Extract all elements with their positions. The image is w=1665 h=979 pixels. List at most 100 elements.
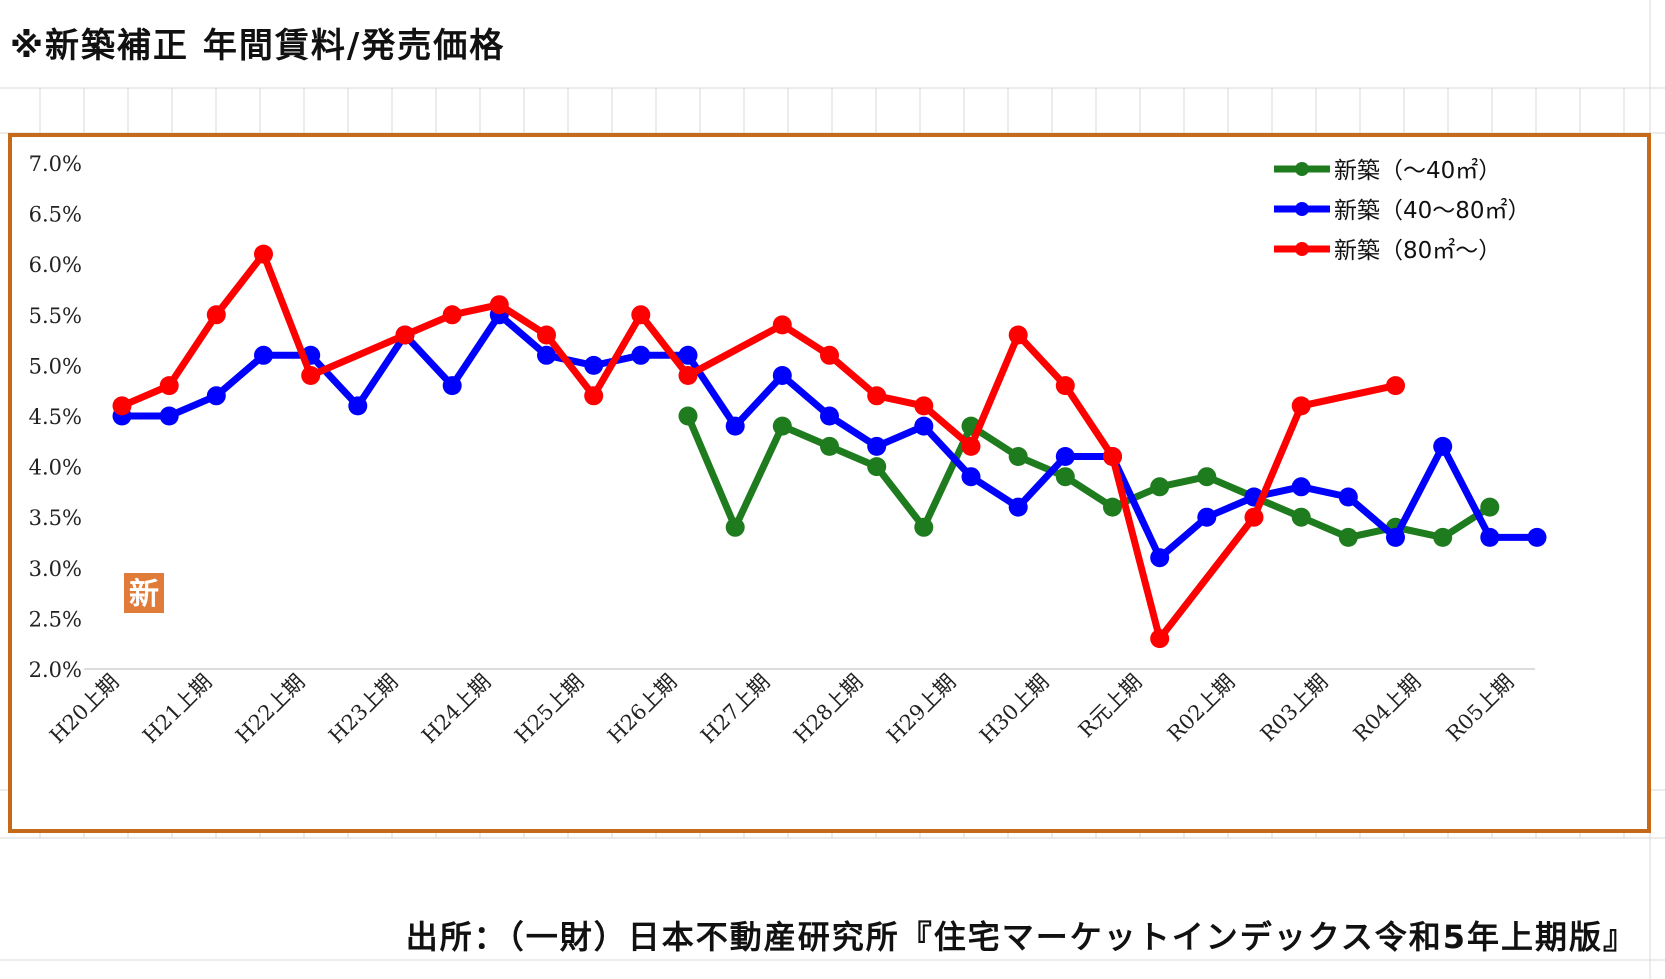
y-tick-label: 6.0% — [29, 253, 82, 277]
page-title: ※新築補正 年間賃料/発売価格 — [10, 18, 512, 67]
legend-marker — [1295, 202, 1309, 216]
legend-item: 新築（40〜80㎡） — [1274, 198, 1531, 224]
x-tick-label: H30上期 — [975, 670, 1054, 749]
data-point — [772, 315, 792, 335]
line-chart: 7.0% 6.5% 6.0% 5.5% 5.0% 4.5% 4.0% 3.5% 3.0% 2.5%… — [29, 152, 1547, 749]
data-point — [725, 517, 745, 537]
legend-label: 新築（〜40㎡） — [1334, 158, 1501, 184]
x-tick-label: H24上期 — [417, 670, 496, 749]
data-point — [442, 305, 462, 325]
data-point — [1197, 467, 1217, 487]
data-point — [301, 366, 321, 385]
x-tick-label: R元上期 — [1074, 670, 1147, 743]
data-point — [1197, 507, 1217, 527]
legend-marker — [1295, 162, 1309, 176]
data-point — [1103, 497, 1122, 517]
data-point — [820, 406, 839, 426]
data-point — [725, 416, 745, 436]
data-point — [867, 386, 887, 406]
y-tick-label: 4.0% — [29, 456, 82, 480]
data-point — [1433, 436, 1453, 456]
x-tick-label: H26上期 — [603, 670, 682, 749]
chart-frame: 7.0% 6.5% 6.0% 5.5% 5.0% 4.5% 4.0% 3.5% 3.0% 2.5%… — [8, 133, 1651, 833]
data-point — [442, 376, 462, 396]
data-point — [1480, 527, 1500, 547]
y-tick-label: 4.5% — [29, 405, 82, 429]
data-point — [159, 376, 179, 396]
data-point — [1150, 629, 1170, 649]
y-tick-label: 6.5% — [29, 203, 82, 227]
data-point — [678, 366, 698, 385]
data-point — [772, 366, 792, 385]
data-point — [820, 436, 839, 456]
data-point — [1008, 497, 1028, 517]
data-point — [206, 305, 226, 325]
y-tick-label: 2.5% — [29, 607, 82, 631]
data-point — [772, 416, 792, 436]
data-point — [914, 416, 934, 436]
y-tick-label: 3.0% — [29, 557, 82, 581]
series-1 — [678, 406, 1500, 547]
stamp-background — [124, 573, 164, 613]
data-point — [1291, 396, 1311, 416]
data-point — [1055, 376, 1075, 396]
x-tick-label: R05上期 — [1442, 670, 1519, 747]
legend-item: 新築（〜40㎡） — [1274, 158, 1501, 184]
source-citation: 出所：（一財）日本不動産研究所『住宅マーケットインデックス令和5年上期版』 — [399, 912, 1637, 958]
data-point — [1055, 467, 1075, 487]
stamp-icon: 新 — [124, 573, 164, 613]
data-point — [1150, 548, 1170, 568]
series-2 — [112, 305, 1547, 568]
data-point — [1150, 477, 1170, 497]
data-point — [631, 305, 651, 325]
data-point — [1055, 447, 1075, 466]
data-point — [961, 436, 981, 456]
data-point — [1338, 487, 1358, 507]
data-point — [348, 396, 368, 416]
data-point — [254, 244, 273, 264]
data-point — [1244, 507, 1264, 527]
data-point — [584, 355, 604, 375]
data-point — [1433, 527, 1453, 547]
data-point — [112, 396, 132, 416]
data-point — [914, 396, 934, 416]
x-tick-label: H23上期 — [324, 670, 403, 749]
data-point — [1008, 325, 1028, 345]
data-point — [537, 325, 556, 345]
x-tick-label: H25上期 — [510, 670, 589, 749]
data-point — [867, 436, 887, 456]
y-tick-label: 2.0% — [29, 658, 82, 682]
data-point — [159, 406, 179, 426]
data-point — [1480, 497, 1500, 517]
data-point — [678, 406, 698, 426]
legend-label: 新築（80㎡〜） — [1334, 238, 1501, 264]
data-point — [1386, 376, 1405, 396]
series-line — [120, 250, 1397, 643]
data-point — [1291, 477, 1311, 497]
series-3 — [112, 244, 1405, 649]
data-point — [206, 386, 226, 406]
x-tick-label: R04上期 — [1349, 670, 1426, 747]
x-tick-label: H27上期 — [696, 670, 775, 749]
data-point — [1103, 447, 1122, 466]
legend-label: 新築（40〜80㎡） — [1334, 198, 1531, 224]
data-point — [961, 467, 981, 487]
x-tick-label: H28上期 — [789, 670, 868, 749]
x-tick-label: R03上期 — [1256, 670, 1333, 747]
data-point — [1291, 507, 1311, 527]
y-tick-label: 7.0% — [29, 152, 82, 176]
y-tick-label: 5.5% — [29, 304, 82, 328]
x-tick-label: H29上期 — [882, 670, 961, 749]
legend-item: 新築（80㎡〜） — [1274, 238, 1501, 264]
data-point — [537, 345, 556, 365]
data-point — [820, 345, 839, 365]
data-point — [631, 345, 651, 365]
data-point — [1527, 527, 1547, 547]
data-point — [914, 517, 934, 537]
stamp-glyph: 新 — [129, 577, 159, 612]
data-point — [678, 345, 698, 365]
x-tick-label: H22上期 — [231, 670, 310, 749]
y-tick-label: 5.0% — [29, 354, 82, 378]
x-tick-label: R02上期 — [1163, 670, 1240, 747]
y-tick-label: 3.5% — [29, 506, 82, 530]
